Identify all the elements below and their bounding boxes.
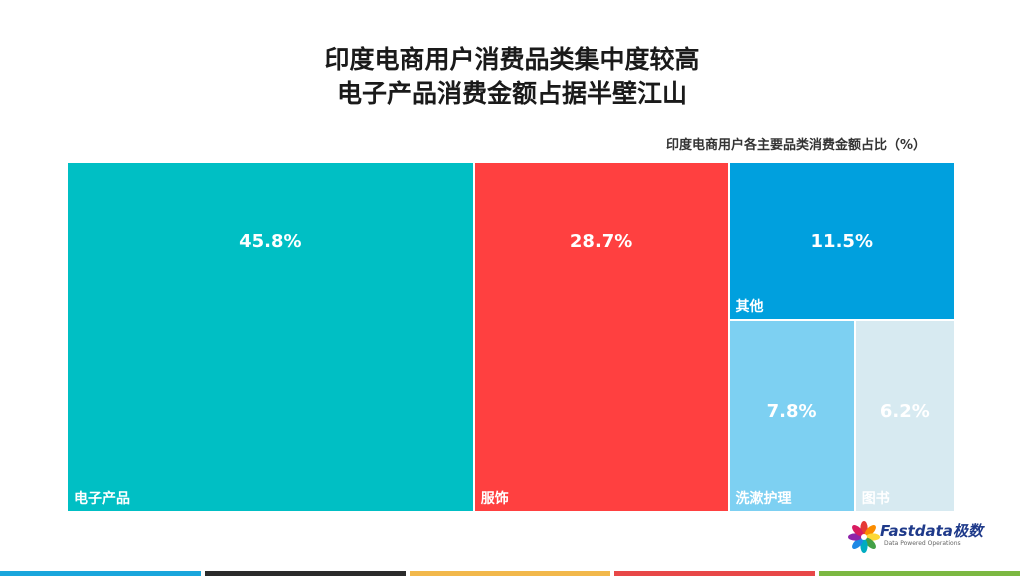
treemap-tile: 6.2% 图书 <box>855 320 954 511</box>
flower-logo-icon <box>848 521 880 553</box>
tile-category-label: 图书 <box>861 490 890 507</box>
tile-category-label: 服饰 <box>480 491 509 507</box>
logo-tagline: Data Powered Operations <box>884 540 961 547</box>
tile-value-label: 45.8% <box>239 231 302 252</box>
tile-category-label: 洗漱护理 <box>735 490 792 507</box>
bottom-bar-segment <box>409 571 611 576</box>
logo-petal <box>864 537 876 549</box>
logo-petal <box>864 525 876 537</box>
logo-petal <box>852 537 864 549</box>
tile-value-label: 11.5% <box>810 231 873 252</box>
tile-category-label: 其他 <box>735 298 764 315</box>
logo-petal <box>852 525 864 537</box>
bottom-bar-segment <box>204 571 406 576</box>
tile-value-label: 28.7% <box>569 231 633 252</box>
logo-center <box>861 534 867 540</box>
chart-subtitle: 印度电商用户各主要品类消费金额占比（%） <box>665 138 926 153</box>
tile-value-label: 7.8% <box>766 400 817 422</box>
tile-category-label: 电子产品 <box>74 491 130 507</box>
treemap-tile: 7.8% 洗漱护理 <box>729 320 854 511</box>
chart-title-line1: 印度电商用户消费品类集中度较高 <box>324 45 700 74</box>
logo-text: Fastdata极数 <box>880 522 983 540</box>
bottom-bar-segment <box>0 571 201 576</box>
bottom-bar-segment <box>614 571 816 576</box>
treemap-tile: 45.8% 电子产品 <box>68 163 473 511</box>
brand-logo: Fastdata极数 Data Powered Operations <box>848 518 988 556</box>
chart-title-line2: 电子产品消费金额占据半壁江山 <box>336 79 687 108</box>
tile-value-label: 6.2% <box>879 400 930 422</box>
treemap-tile: 28.7% 服饰 <box>474 163 728 511</box>
treemap-tile: 11.5% 其他 <box>729 163 954 319</box>
bottom-bar-segment <box>819 571 1020 576</box>
